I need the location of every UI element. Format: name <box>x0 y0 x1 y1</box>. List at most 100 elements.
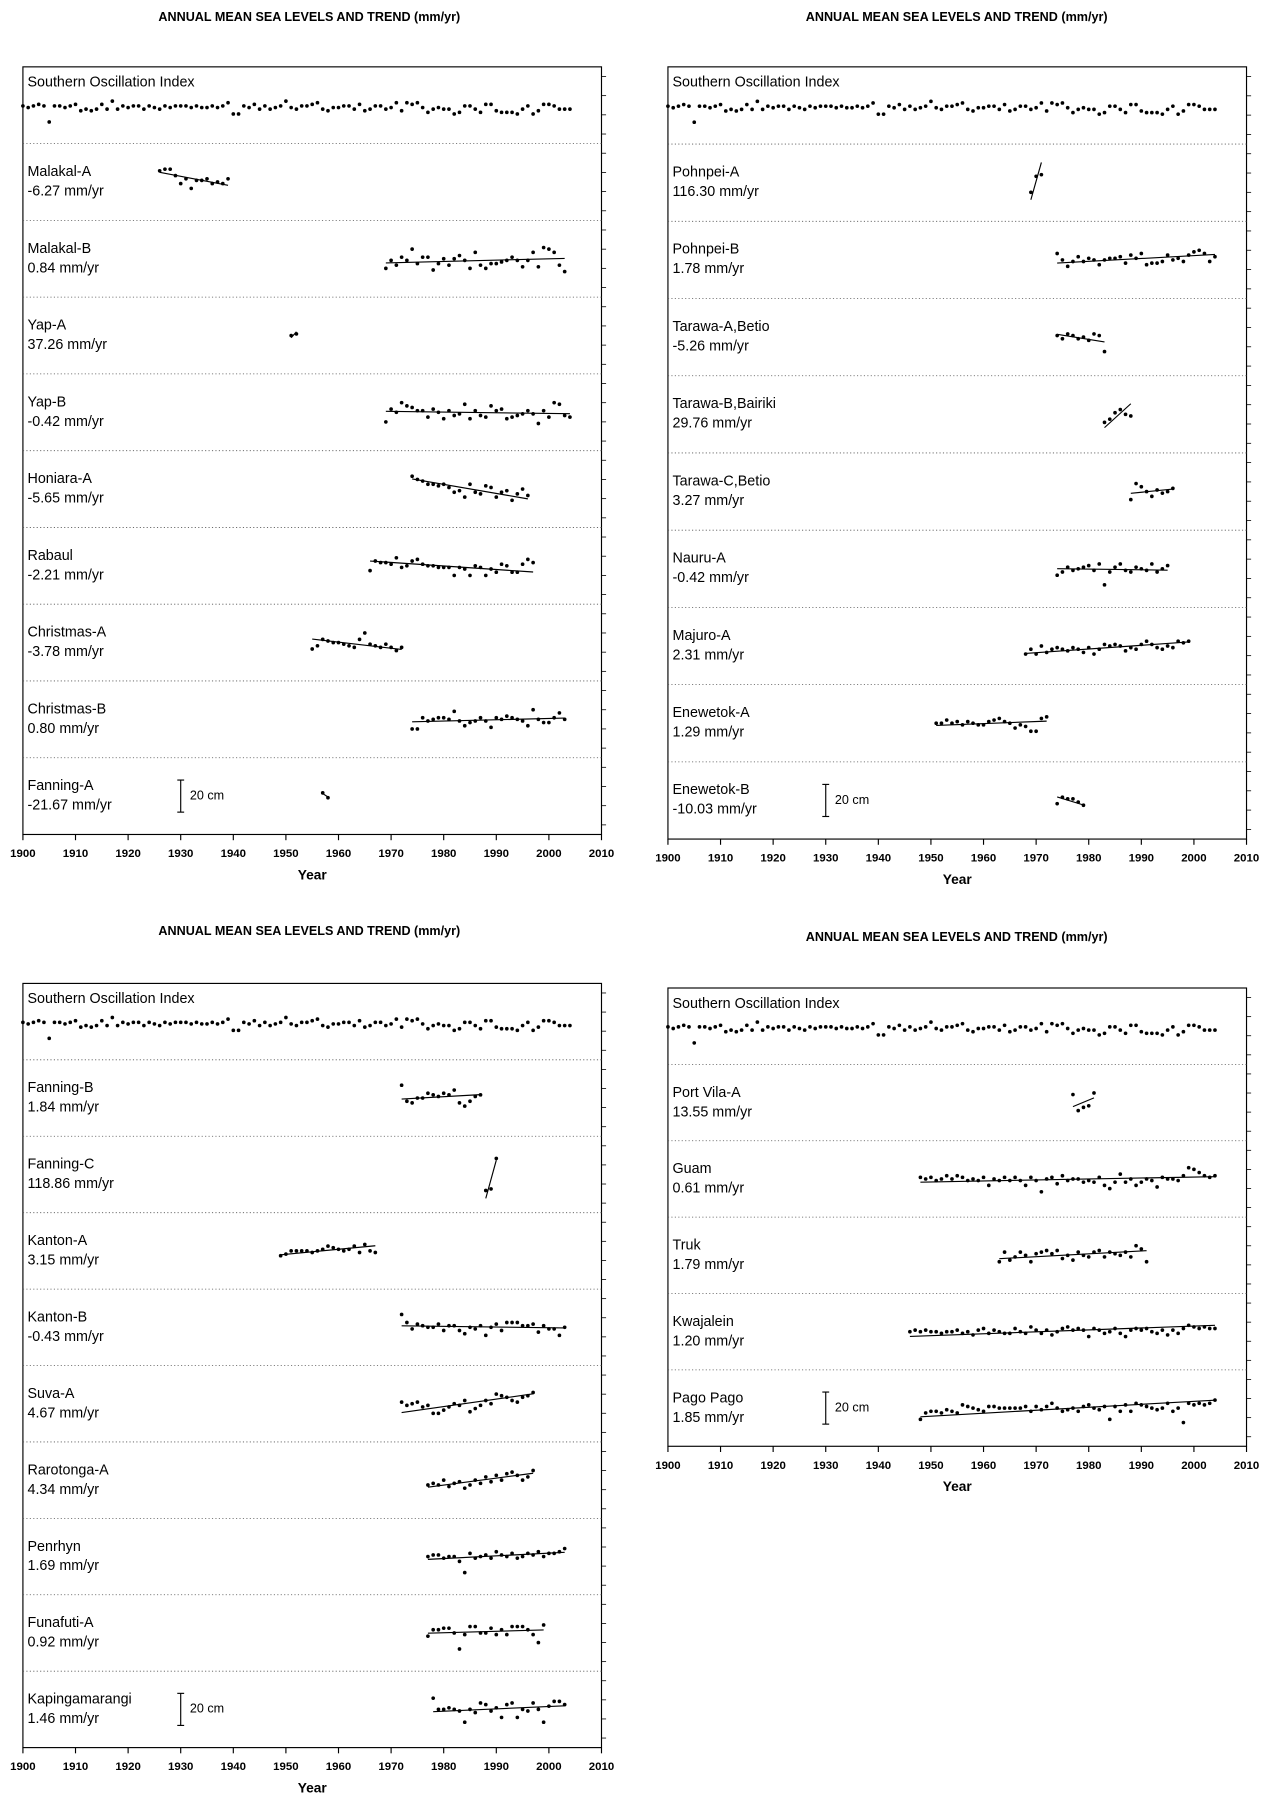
soi-point <box>110 1015 115 1020</box>
data-point <box>473 563 478 568</box>
data-point <box>504 1632 509 1637</box>
soi-point <box>168 105 173 110</box>
x-tick-label: 1980 <box>431 848 456 860</box>
soi-point <box>468 1020 472 1025</box>
data-point <box>934 721 939 726</box>
soi-point <box>226 100 230 105</box>
data-point <box>483 1188 488 1193</box>
data-point <box>531 1632 535 1637</box>
soi-point <box>284 99 288 103</box>
soi-point <box>750 107 754 112</box>
data-point <box>520 719 525 723</box>
soi-point <box>347 1020 351 1025</box>
data-point <box>447 1626 451 1630</box>
data-point <box>557 1699 562 1704</box>
soi-point <box>1134 1023 1138 1028</box>
soi-point <box>310 1018 315 1023</box>
data-point <box>1128 570 1133 574</box>
soi-point <box>215 1022 220 1026</box>
soi-point <box>320 107 325 111</box>
soi-point <box>986 104 991 108</box>
data-point <box>1171 258 1175 262</box>
data-point <box>462 723 467 728</box>
soi-point <box>42 1020 46 1025</box>
soi-point <box>457 1026 462 1031</box>
data-point <box>426 1634 430 1639</box>
data-point <box>489 485 493 490</box>
data-point <box>368 642 372 647</box>
soi-point <box>489 1018 493 1023</box>
trend-line <box>427 1472 534 1488</box>
soi-point <box>723 1029 728 1034</box>
scale-bar-label: 20 cm <box>835 793 869 807</box>
station-trend: 1.84 mm/yr <box>27 1100 99 1116</box>
data-point <box>536 1640 541 1645</box>
soi-point <box>771 1026 775 1031</box>
data-point <box>1097 1248 1102 1253</box>
soi-point <box>373 104 378 108</box>
soi-point <box>131 1020 136 1025</box>
trend-line <box>290 331 297 339</box>
soi-point <box>457 110 462 115</box>
soi-point <box>865 104 870 108</box>
soi-point <box>955 1023 960 1028</box>
soi-point <box>515 112 520 116</box>
soi-point <box>965 1028 970 1032</box>
soi-point <box>1029 1028 1033 1032</box>
data-point <box>426 1483 430 1487</box>
soi-point <box>1071 110 1075 115</box>
soi-point <box>52 1020 57 1025</box>
soi-point <box>1071 1031 1075 1036</box>
data-point <box>1118 1172 1123 1176</box>
data-point <box>457 1101 462 1105</box>
data-point <box>331 1245 336 1250</box>
data-point <box>431 1627 436 1632</box>
soi-point <box>26 105 31 110</box>
data-point <box>373 1250 378 1255</box>
data-point <box>997 716 1002 721</box>
station-name: Pohnpei-A <box>673 165 740 181</box>
data-point <box>1055 1329 1060 1334</box>
station-trend: 4.34 mm/yr <box>27 1482 99 1498</box>
soi-point <box>226 1017 230 1021</box>
soi-point <box>992 1025 996 1029</box>
data-point <box>410 1327 414 1331</box>
data-point <box>1107 1186 1112 1191</box>
data-point <box>1123 1334 1128 1339</box>
soi-point <box>1039 1021 1044 1026</box>
soi-point <box>284 1015 288 1020</box>
x-tick-label: 1960 <box>971 1460 996 1472</box>
data-point <box>389 258 393 263</box>
data-point <box>226 176 230 181</box>
soi-point <box>568 107 572 111</box>
x-tick-label: 1920 <box>760 853 785 865</box>
station-name: Christmas-A <box>27 625 106 641</box>
data-point <box>1123 1180 1128 1184</box>
data-point <box>1055 1181 1060 1186</box>
soi-point <box>21 1020 25 1025</box>
station-name: Funafuti-A <box>27 1615 93 1631</box>
soi-point <box>562 1023 567 1028</box>
soi-point <box>31 104 36 108</box>
soi-point <box>1181 1029 1186 1034</box>
soi-point <box>215 105 220 110</box>
data-point <box>462 1331 467 1336</box>
data-point <box>923 1177 928 1181</box>
data-point <box>1102 1255 1107 1259</box>
soi-point <box>902 107 907 112</box>
data-point <box>1081 1105 1086 1110</box>
data-point <box>531 250 535 255</box>
soi-point <box>31 1020 36 1025</box>
data-point <box>531 412 535 416</box>
trend-line <box>370 560 534 573</box>
data-point <box>494 495 499 499</box>
data-point <box>552 400 556 405</box>
x-tick-label: 2000 <box>536 848 561 860</box>
soi-point <box>887 1025 891 1029</box>
soi-point <box>294 107 299 111</box>
data-point <box>515 1624 520 1629</box>
soi-point <box>478 1026 483 1031</box>
station-trend: 1.29 mm/yr <box>673 725 745 741</box>
data-point <box>436 261 441 266</box>
data-point <box>362 1242 367 1247</box>
